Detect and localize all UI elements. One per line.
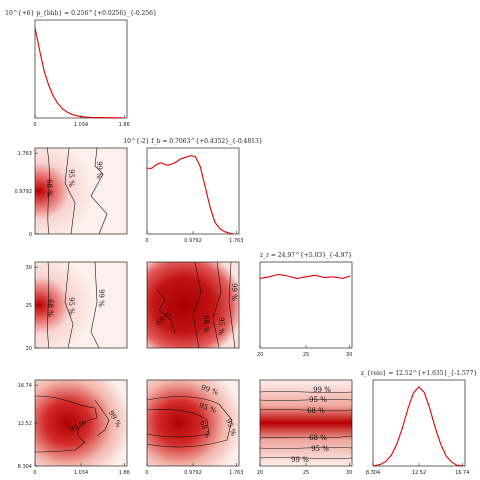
panel-zreio-zr-contour-68a [259, 409, 353, 411]
panel-zr-fb-contour-99 [228, 261, 236, 349]
panel-zr-pbh-density [35, 262, 127, 348]
panel-fb-xtick-label: 0.9792 [184, 238, 202, 244]
panel-zr-title: z_r = 24.97^{+5.03}_{-4.97} [260, 252, 352, 259]
panel-pbh-xtick-label: 1.034 [74, 122, 88, 128]
panel-fb-pbh-density [35, 148, 127, 234]
panel-fb: 10^{-2} f_b = 0.7063^{+0.4352}_{-0.4813}… [123, 138, 262, 244]
panel-fb-curve [147, 155, 235, 235]
panel-zreio-pbh-xtick-label: 1.034 [74, 470, 88, 476]
panel-fb-pbh-ytick-label: 0 [29, 232, 32, 238]
panel-zreio-zr-contour-95b [259, 447, 353, 449]
panel-zr-pbh-ytick-label: 25 [26, 303, 32, 309]
panel-zreio-fb-xtick-label: 0.9792 [184, 470, 202, 476]
panel-zr-pbh-contour-68 [47, 261, 50, 349]
panel-zreio-pbh-xtick-label: 1.86 [119, 470, 130, 476]
panel-zr: z_r = 24.97^{+5.03}_{-4.97} 20 25 30 [257, 252, 353, 358]
panel-pbh-xtick-label: 0 [33, 122, 36, 128]
panel-zreio-zr-label-95b: 95 % [311, 445, 329, 453]
panel-zreio-fb-xtick-label: 1.763 [229, 470, 243, 476]
panel-zreio-pbh-ytick-label: 8.304 [18, 464, 32, 470]
panel-pbh-xtick-label: 1.86 [119, 122, 130, 128]
panel-zreio-title: z_{reio} = 12.52^{+1.635}_{-1.577} [361, 370, 478, 377]
panel-zreio-pbh-contour-99 [94, 399, 110, 437]
panel-zr-fb-label-95: 95 % [217, 317, 225, 335]
panel-fb-pbh-label-99: 99 % [95, 161, 103, 179]
panel-zreio-fb-contour-95 [146, 396, 233, 448]
panel-pbh: 10^{+6} p_{bhh} = 0.256^{+0.0256}_{-0.25… [5, 10, 157, 128]
panel-zreio-pbh-xtick-label: 0 [33, 470, 36, 476]
panel-zreio-zr-label-68a: 68 % [307, 407, 325, 415]
panel-zr-fb-label-99: 99 % [230, 283, 238, 301]
panel-zreio-zr-label-99a: 99 % [313, 386, 331, 394]
panel-zreio-fb-density [147, 380, 239, 466]
panel-zr-frame [259, 261, 353, 349]
panel-zreio-xtick-label: 16.74 [455, 470, 469, 476]
panel-fb-pbh-label-68: 68 % [45, 179, 53, 197]
panel-zreio-zr-contour-68b [259, 435, 353, 439]
panel-zreio-pbh-contour-95 [34, 395, 98, 453]
panel-zr-pbh-ytick-label: 20 [26, 346, 32, 352]
panel-zr-fb-contour-95 [212, 261, 222, 349]
panel-zr-pbh-label-68: 68 % [46, 299, 54, 317]
panel-zreio-zr-contour-95a [259, 399, 353, 401]
panel-pbh-frame [34, 19, 128, 119]
panel-zreio-zr-density [260, 380, 352, 466]
panel-zr-fb-label-68b: 68 % [202, 315, 210, 333]
panel-zr-fb: 68 % 68 % 95 %99 % [146, 261, 240, 349]
panel-zreio-fb-xtick-label: 0 [145, 470, 148, 476]
panel-zreio-curve [372, 386, 465, 467]
panel-fb-pbh-ytick-label: 0.9792 [15, 189, 33, 195]
panel-zr-pbh-contour-99 [90, 261, 100, 349]
panel-zr-curve [259, 273, 351, 279]
panel-zreio-zr-xtick-label: 20 [257, 470, 263, 476]
panel-fb-xtick-label: 1.763 [229, 238, 243, 244]
panel-zr-pbh: 68 % 95 % 99 % 20 25 30 [26, 261, 128, 352]
panel-zreio-zr-xtick-label: 30 [346, 470, 352, 476]
panel-zreio-fb-contour-68 [146, 409, 210, 438]
panel-zreio-zr-contour-99b [259, 457, 353, 459]
panel-zreio-zr-label-68b: 68 % [309, 434, 327, 442]
panel-zr-pbh-label-99: 99 % [97, 289, 105, 307]
panel-zr-fb-density [147, 262, 239, 348]
panel-fb-pbh-contour-99 [90, 147, 108, 235]
panel-zreio-zr-label-95a: 95 % [309, 396, 327, 404]
panel-zr-xtick-label: 30 [346, 352, 352, 358]
panel-zr-xtick-label: 25 [303, 352, 309, 358]
panel-fb-pbh-ytick-label: 1.763 [18, 151, 32, 157]
panel-fb-pbh: 68 % 95 % 99 % 0 0.9792 1.763 [15, 147, 128, 238]
panel-pbh-curve [34, 27, 123, 119]
panel-zr-pbh-ytick-label: 30 [26, 265, 32, 271]
panel-fb-frame [146, 147, 240, 235]
panel-zr-xtick-label: 20 [257, 352, 263, 358]
panel-zreio-zr-contour-99a [259, 391, 353, 393]
panel-zreio-xtick-label: 8.304 [366, 470, 380, 476]
panel-zreio-xtick-label: 12.52 [412, 470, 426, 476]
panel-zreio-frame [372, 379, 466, 467]
panel-fb-pbh-contour-95 [64, 147, 76, 235]
panel-zr-pbh-label-95: 95 % [67, 297, 75, 315]
panel-pbh-title: 10^{+6} p_{bhh} = 0.256^{+0.0256}_{-0.25… [5, 10, 157, 17]
panel-fb-pbh-label-95: 95 % [67, 169, 75, 187]
panel-zr-pbh-contour-95 [64, 261, 74, 349]
panel-fb-pbh-contour-68 [46, 147, 50, 235]
panel-zreio-fb: 99 %95 %68 % 95 %0 0.9792 1.763 [145, 379, 243, 476]
panel-fb-title: 10^{-2} f_b = 0.7063^{+0.4352}_{-0.4813} [123, 138, 262, 145]
panel-zreio-pbh-ytick-label: 16.74 [18, 383, 32, 389]
panel-zr-fb-contour-68a [156, 289, 176, 335]
panel-zreio-zr-xtick-label: 25 [303, 470, 309, 476]
panel-zreio-zr: 99 %95 %68 %68 %95 %99 %20 25 30 [257, 379, 353, 476]
panel-zreio-zr-label-99b: 99 % [291, 456, 309, 464]
panel-zreio: z_{reio} = 12.52^{+1.635}_{-1.577} 8.304 1… [361, 370, 478, 476]
panel-zreio-pbh-ytick-label: 12.52 [18, 421, 32, 427]
panel-zr-fb-contour-68b [192, 261, 202, 349]
panel-zr-fb-frame [146, 261, 240, 349]
panel-fb-xtick-label: 0 [145, 238, 148, 244]
